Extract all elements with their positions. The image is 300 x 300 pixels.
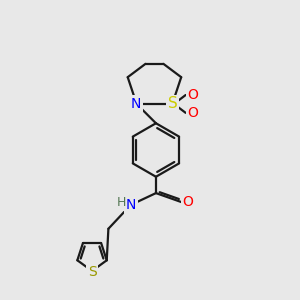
Text: S: S	[88, 266, 96, 280]
Text: O: O	[188, 88, 199, 102]
Text: O: O	[182, 195, 193, 209]
Text: S: S	[168, 96, 178, 111]
Text: H: H	[116, 196, 126, 209]
Text: N: N	[131, 97, 141, 111]
Text: N: N	[126, 198, 136, 212]
Text: O: O	[188, 106, 199, 120]
